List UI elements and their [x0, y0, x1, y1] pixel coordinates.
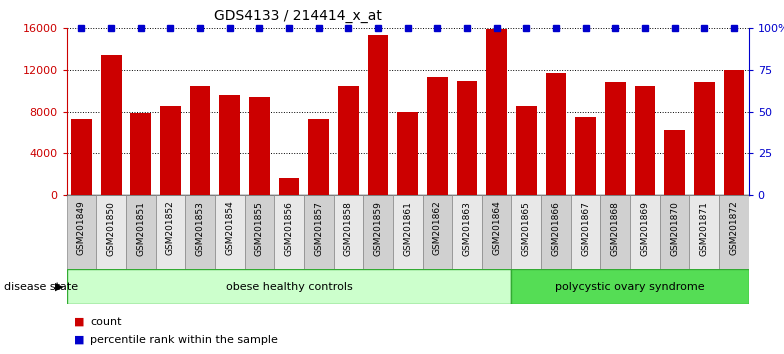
Text: GDS4133 / 214414_x_at: GDS4133 / 214414_x_at: [214, 9, 382, 23]
Text: polycystic ovary syndrome: polycystic ovary syndrome: [555, 282, 705, 292]
Bar: [634, 86, 655, 195]
Bar: [333, 195, 363, 269]
Text: GSM201849: GSM201849: [77, 201, 86, 255]
Bar: [486, 29, 507, 195]
Bar: [274, 195, 304, 269]
Text: GSM201870: GSM201870: [670, 201, 679, 256]
Text: GSM201869: GSM201869: [641, 201, 649, 256]
Bar: [511, 269, 749, 304]
Bar: [67, 269, 511, 304]
Bar: [215, 195, 245, 269]
Bar: [482, 195, 511, 269]
Text: GSM201856: GSM201856: [285, 201, 293, 256]
Bar: [67, 195, 96, 269]
Bar: [304, 195, 333, 269]
Bar: [664, 130, 685, 195]
Text: GSM201872: GSM201872: [729, 201, 739, 255]
Text: GSM201857: GSM201857: [314, 201, 323, 256]
Bar: [126, 195, 155, 269]
Bar: [160, 106, 181, 195]
Text: GSM201854: GSM201854: [225, 201, 234, 255]
Bar: [249, 97, 270, 195]
Bar: [71, 119, 92, 195]
Text: ■: ■: [74, 317, 85, 327]
Bar: [575, 117, 596, 195]
Bar: [190, 86, 210, 195]
Text: GSM201861: GSM201861: [403, 201, 412, 256]
Bar: [96, 195, 126, 269]
Bar: [605, 82, 626, 195]
Text: GSM201862: GSM201862: [433, 201, 442, 255]
Bar: [245, 195, 274, 269]
Bar: [694, 82, 714, 195]
Bar: [397, 112, 418, 195]
Text: disease state: disease state: [4, 282, 78, 292]
Bar: [155, 195, 185, 269]
Text: GSM201867: GSM201867: [581, 201, 590, 256]
Bar: [660, 195, 689, 269]
Text: GSM201851: GSM201851: [136, 201, 145, 256]
Bar: [185, 195, 215, 269]
Text: GSM201864: GSM201864: [492, 201, 501, 255]
Bar: [427, 77, 448, 195]
Text: ■: ■: [74, 335, 85, 345]
Text: GSM201863: GSM201863: [463, 201, 471, 256]
Bar: [630, 195, 660, 269]
Text: GSM201866: GSM201866: [551, 201, 561, 256]
Bar: [452, 195, 482, 269]
Bar: [724, 70, 744, 195]
Bar: [571, 195, 601, 269]
Bar: [511, 195, 541, 269]
Bar: [368, 35, 388, 195]
Text: obese healthy controls: obese healthy controls: [226, 282, 353, 292]
Bar: [516, 106, 537, 195]
Bar: [308, 119, 329, 195]
Text: GSM201859: GSM201859: [373, 201, 383, 256]
Bar: [423, 195, 452, 269]
Bar: [393, 195, 423, 269]
Text: GSM201868: GSM201868: [611, 201, 620, 256]
Bar: [541, 195, 571, 269]
Bar: [100, 55, 122, 195]
Text: percentile rank within the sample: percentile rank within the sample: [90, 335, 278, 345]
Bar: [338, 86, 359, 195]
Text: count: count: [90, 317, 122, 327]
Bar: [278, 178, 299, 195]
Text: ▶: ▶: [55, 282, 63, 292]
Bar: [601, 195, 630, 269]
Text: GSM201850: GSM201850: [107, 201, 115, 256]
Bar: [456, 81, 477, 195]
Bar: [220, 95, 240, 195]
Bar: [363, 195, 393, 269]
Text: GSM201853: GSM201853: [195, 201, 205, 256]
Bar: [689, 195, 719, 269]
Text: GSM201855: GSM201855: [255, 201, 264, 256]
Bar: [130, 113, 151, 195]
Text: GSM201858: GSM201858: [344, 201, 353, 256]
Bar: [546, 73, 566, 195]
Text: GSM201871: GSM201871: [700, 201, 709, 256]
Bar: [719, 195, 749, 269]
Text: GSM201865: GSM201865: [522, 201, 531, 256]
Text: GSM201852: GSM201852: [166, 201, 175, 255]
